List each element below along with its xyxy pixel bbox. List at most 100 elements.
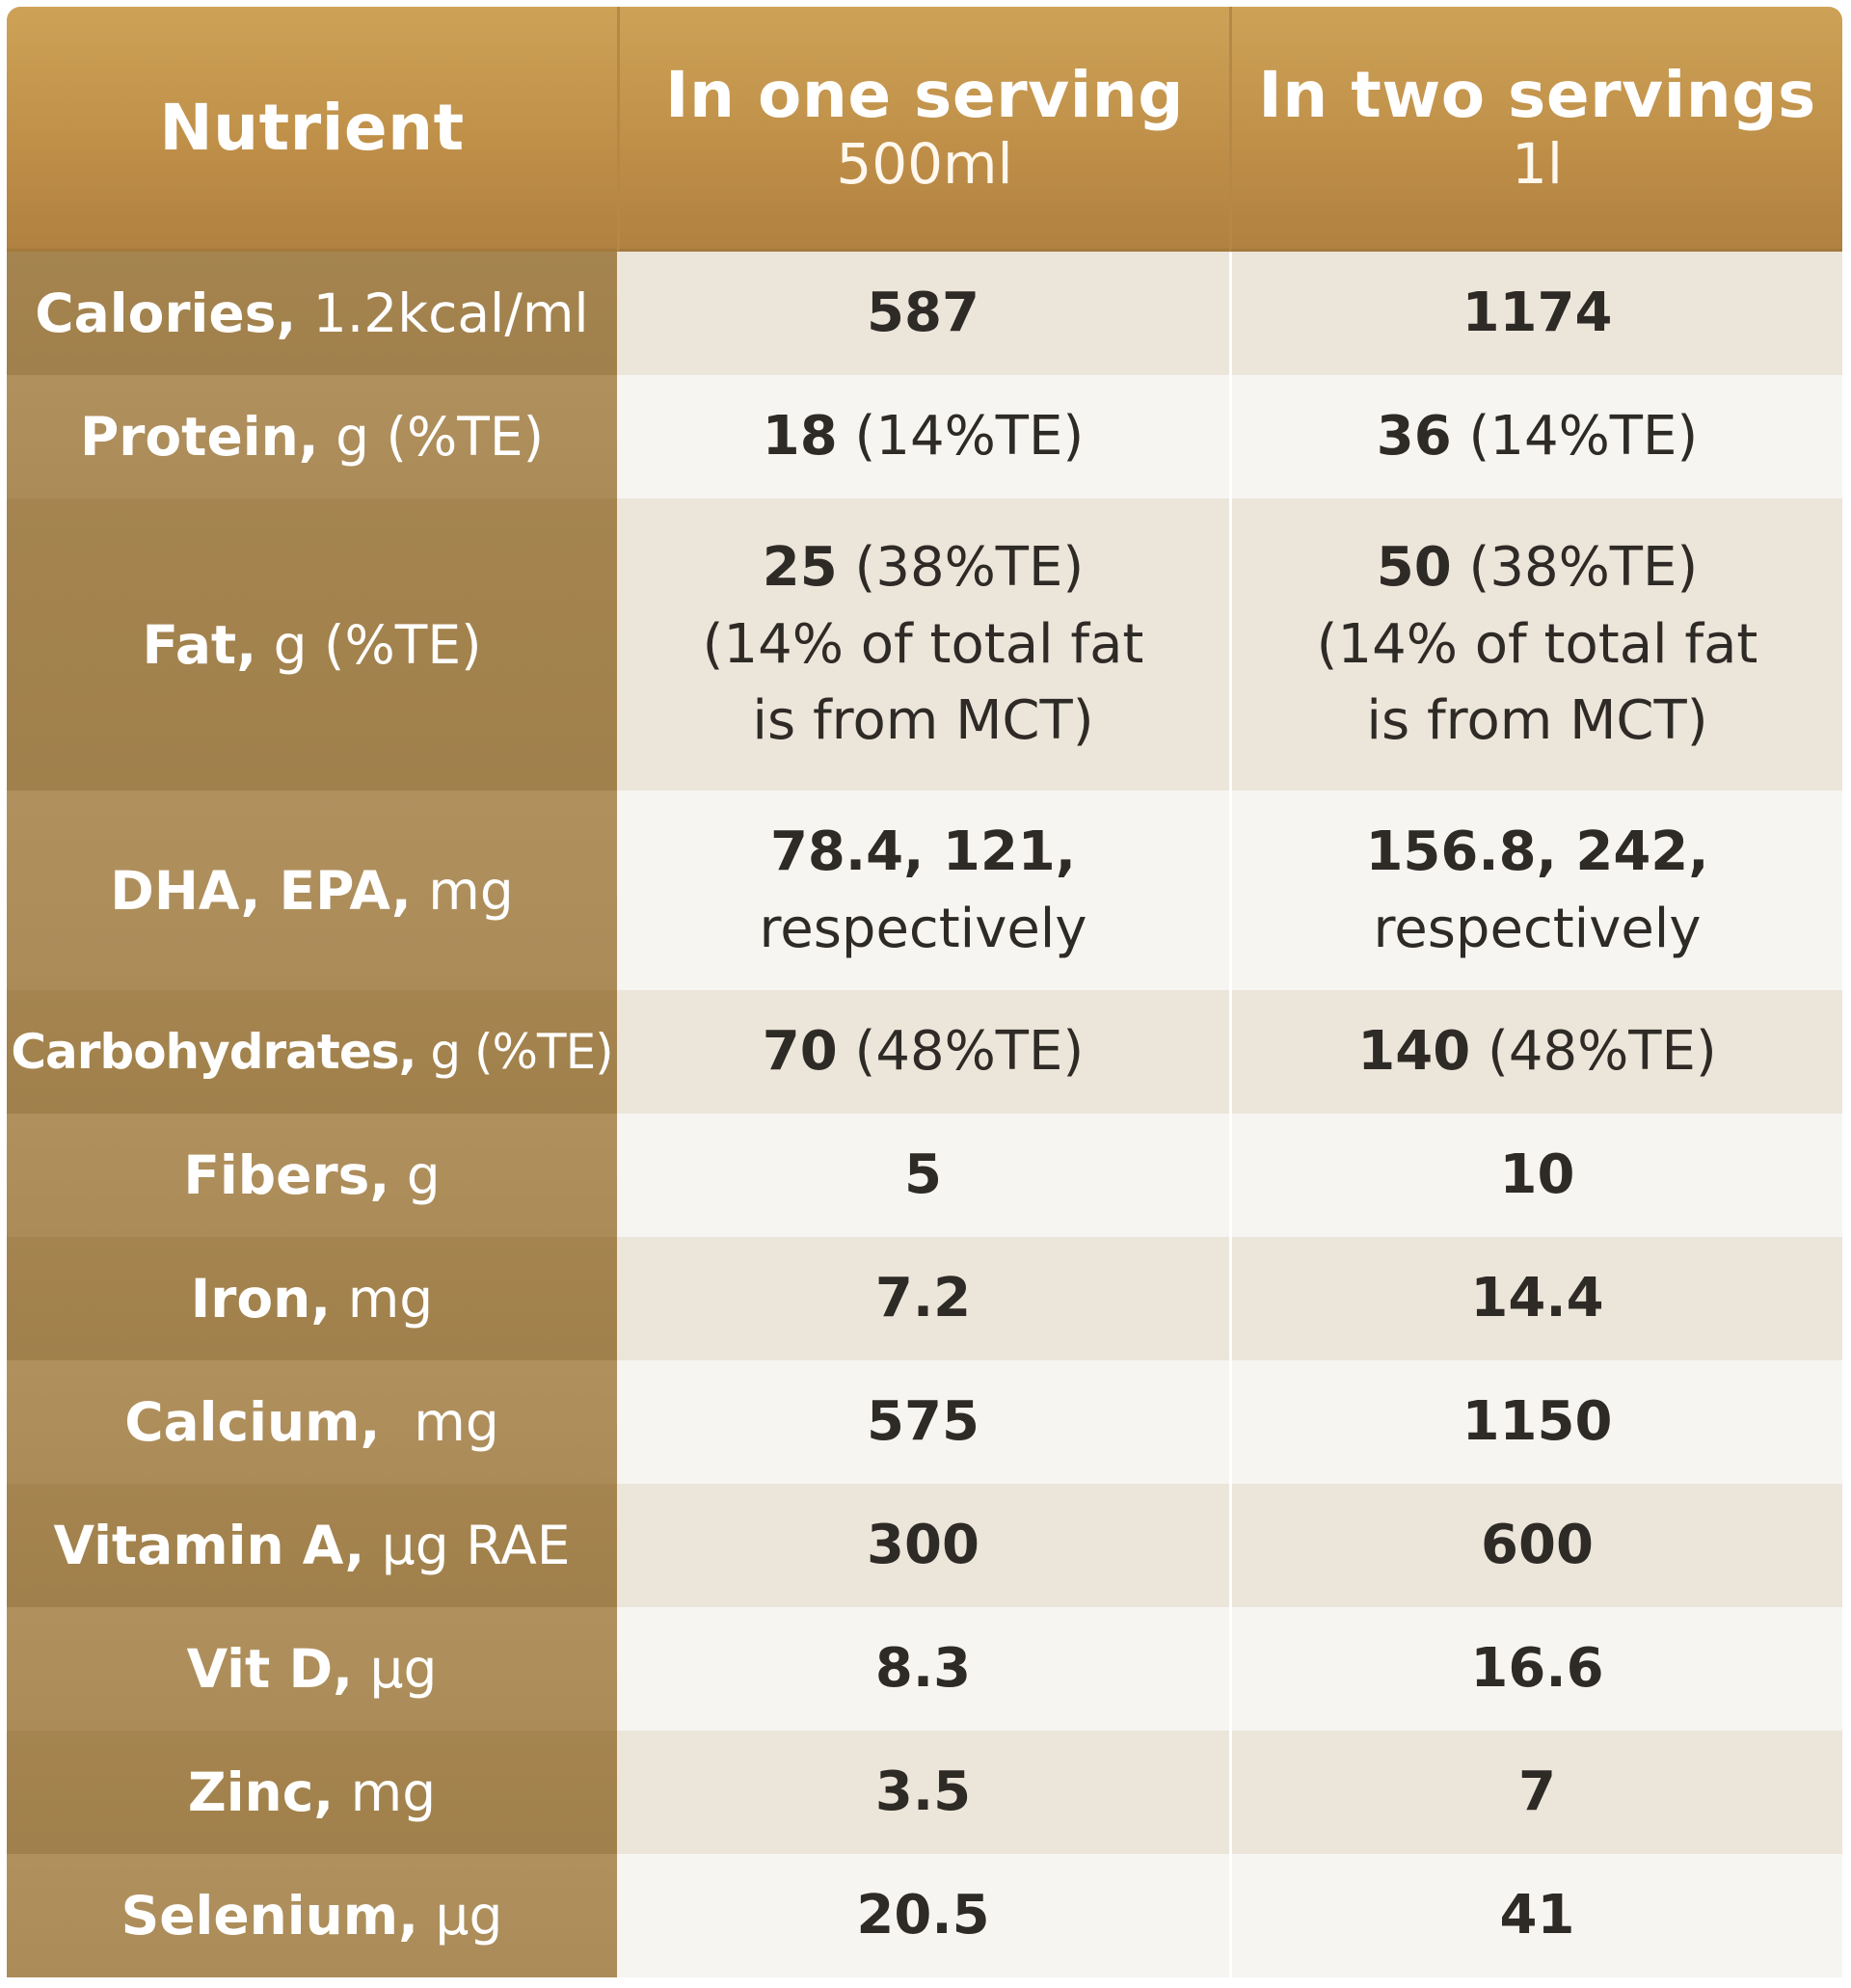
label-bold: Fibers, — [183, 1144, 390, 1206]
label-bold: Calories, — [35, 282, 297, 344]
row-label-carbohydrates: Carbohydrates, g (%TE) — [7, 990, 617, 1114]
row-value-two-vit-d: 16.6 — [1229, 1607, 1842, 1731]
row-value-two-calcium: 1150 — [1229, 1360, 1842, 1484]
value-rest: (14%TE) — [837, 405, 1085, 469]
value-bold: 70 — [762, 1020, 838, 1084]
value-bold: 41 — [1499, 1884, 1575, 1948]
row-label-calories: Calories, 1.2kcal/ml — [7, 252, 617, 375]
value-bold: 10 — [1499, 1143, 1575, 1207]
value-bold: 587 — [867, 282, 979, 345]
header-two-servings-volume: 1l — [1511, 131, 1563, 198]
value-bold: 8.3 — [874, 1637, 972, 1701]
row-value-two-dha-epa: 156.8, 242, respectively — [1229, 791, 1842, 990]
value-bold: 300 — [867, 1514, 979, 1577]
label-bold: Carbohydrates, — [11, 1024, 416, 1080]
value-bold: 14.4 — [1470, 1267, 1604, 1330]
value-note-line: (14% of total fat — [1316, 612, 1758, 676]
row-value-one-iron: 7.2 — [617, 1237, 1229, 1360]
value-bold: 20.5 — [856, 1884, 990, 1948]
row-value-one-fat: 25 (38%TE) (14% of total fat is from MCT… — [617, 498, 1229, 791]
value-bold: 16.6 — [1470, 1637, 1604, 1701]
row-label-selenium: Selenium, μg — [7, 1854, 617, 1977]
row-value-two-fibers: 10 — [1229, 1114, 1842, 1237]
label-unit: mg — [334, 1761, 437, 1823]
label-bold: DHA, EPA, — [110, 859, 412, 922]
header-one-serving-title: In one serving — [664, 58, 1185, 133]
row-value-two-calories: 1174 — [1229, 252, 1842, 375]
row-value-one-dha-epa: 78.4, 121, respectively — [617, 791, 1229, 990]
label-bold: Vitamin A, — [53, 1515, 365, 1576]
value-bold: 3.5 — [874, 1760, 972, 1824]
label-unit: mg — [380, 1391, 499, 1453]
row-value-two-zinc: 7 — [1229, 1731, 1842, 1854]
value-rest: (48%TE) — [1470, 1020, 1717, 1084]
label-unit: g (%TE) — [318, 406, 545, 468]
value-note-line: respectively — [759, 897, 1087, 960]
label-bold: Calcium, — [124, 1391, 381, 1453]
value-bold: 575 — [867, 1390, 979, 1454]
row-value-one-vitamin-a: 300 — [617, 1484, 1229, 1607]
row-value-two-carbohydrates: 140 (48%TE) — [1229, 990, 1842, 1114]
row-value-one-protein: 18 (14%TE) — [617, 375, 1229, 498]
value-note-line: is from MCT) — [752, 689, 1094, 753]
label-unit: μg RAE — [364, 1515, 571, 1576]
label-unit: 1.2kcal/ml — [296, 282, 589, 344]
value-bold: 600 — [1481, 1514, 1594, 1577]
value-note-line: (14% of total fat — [702, 612, 1144, 676]
label-bold: Vit D, — [186, 1638, 354, 1700]
row-value-two-vitamin-a: 600 — [1229, 1484, 1842, 1607]
row-label-dha-epa: DHA, EPA, mg — [7, 791, 617, 990]
value-rest: (38%TE) — [1451, 536, 1699, 600]
row-value-one-zinc: 3.5 — [617, 1731, 1229, 1854]
row-value-one-selenium: 20.5 — [617, 1854, 1229, 1977]
label-unit: mg — [331, 1268, 434, 1330]
label-unit: μg — [353, 1638, 438, 1700]
label-unit: g (%TE) — [256, 613, 482, 676]
value-bold: 78.4, 121, — [769, 819, 1077, 883]
value-rest: (48%TE) — [837, 1020, 1085, 1084]
label-bold: Zinc, — [187, 1761, 335, 1823]
header-one-serving: In one serving 500ml — [617, 7, 1229, 252]
row-label-zinc: Zinc, mg — [7, 1731, 617, 1854]
value-note-line: respectively — [1373, 897, 1702, 960]
row-value-one-fibers: 5 — [617, 1114, 1229, 1237]
row-value-one-carbohydrates: 70 (48%TE) — [617, 990, 1229, 1114]
row-value-two-protein: 36 (14%TE) — [1229, 375, 1842, 498]
label-unit: μg — [418, 1885, 503, 1947]
row-label-fibers: Fibers, g — [7, 1114, 617, 1237]
header-two-servings: In two servings 1l — [1229, 7, 1842, 252]
row-value-two-selenium: 41 — [1229, 1854, 1842, 1977]
header-nutrient: Nutrient — [7, 7, 617, 252]
value-note-line: is from MCT) — [1366, 689, 1708, 753]
row-value-one-calories: 587 — [617, 252, 1229, 375]
row-label-iron: Iron, mg — [7, 1237, 617, 1360]
value-bold: 7.2 — [874, 1267, 972, 1330]
value-bold: 156.8, 242, — [1365, 819, 1709, 883]
value-bold: 50 — [1376, 536, 1452, 600]
nutrition-table: Nutrient In one serving 500ml In two ser… — [7, 7, 1842, 1981]
row-label-vit-d: Vit D, μg — [7, 1607, 617, 1731]
value-bold: 140 — [1357, 1020, 1471, 1084]
label-bold: Protein, — [79, 406, 319, 468]
row-value-one-vit-d: 8.3 — [617, 1607, 1229, 1731]
label-bold: Iron, — [190, 1268, 332, 1330]
label-unit: g (%TE) — [416, 1024, 613, 1080]
row-label-calcium: Calcium, mg — [7, 1360, 617, 1484]
value-bold: 1150 — [1462, 1390, 1613, 1454]
value-bold: 18 — [762, 405, 838, 469]
value-bold: 25 — [762, 536, 838, 600]
value-bold: 5 — [904, 1143, 942, 1207]
header-two-servings-title: In two servings — [1258, 58, 1816, 133]
value-bold: 1174 — [1462, 282, 1613, 345]
row-label-vitamin-a: Vitamin A, μg RAE — [7, 1484, 617, 1607]
row-value-two-fat: 50 (38%TE) (14% of total fat is from MCT… — [1229, 498, 1842, 791]
value-rest: (38%TE) — [837, 536, 1085, 600]
label-unit: g — [389, 1144, 441, 1206]
value-bold: 36 — [1376, 405, 1452, 469]
row-value-one-calcium: 575 — [617, 1360, 1229, 1484]
header-one-serving-volume: 500ml — [836, 131, 1013, 198]
row-label-protein: Protein, g (%TE) — [7, 375, 617, 498]
label-unit: mg — [411, 859, 514, 922]
label-bold: Selenium, — [121, 1885, 419, 1947]
label-bold: Fat, — [142, 613, 257, 676]
